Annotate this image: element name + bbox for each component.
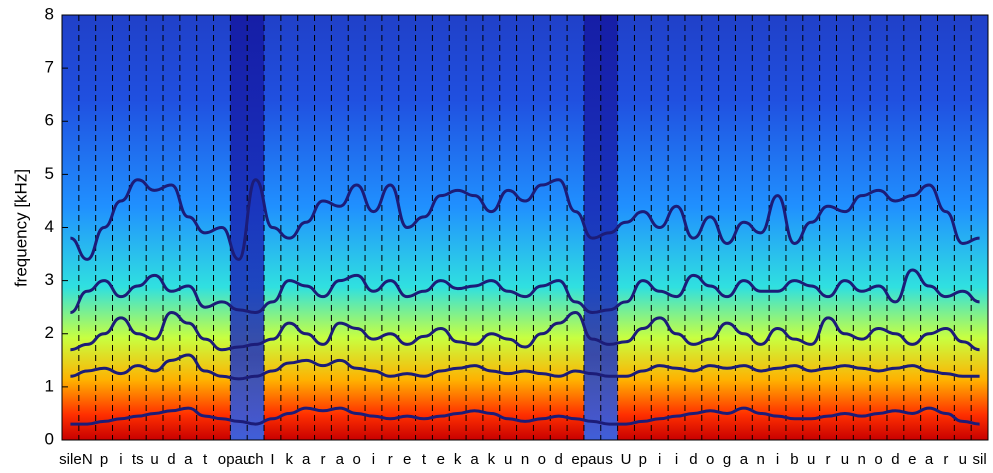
- silence-band: [247, 15, 265, 440]
- y-tick-label: 7: [45, 58, 54, 77]
- x-tick-label: t: [422, 451, 427, 468]
- x-tick-label: o: [352, 451, 360, 468]
- silence-band: [600, 15, 618, 440]
- y-tick-label: 1: [45, 376, 54, 395]
- x-tick-label: sil: [972, 451, 986, 468]
- x-tick-label: n: [858, 451, 866, 468]
- x-tick-label: d: [167, 451, 175, 468]
- x-tick-label: u: [841, 451, 849, 468]
- x-tick-label: e: [571, 451, 579, 468]
- x-tick-label: k: [454, 451, 462, 468]
- x-tick-label: o: [706, 451, 714, 468]
- y-axis-label: frequency [kHz]: [11, 169, 30, 287]
- formant-line: [69, 268, 980, 315]
- x-tick-label: u: [959, 451, 967, 468]
- x-tick-label: U: [621, 451, 632, 468]
- y-tick-label: 3: [45, 270, 54, 289]
- x-tick-label: I: [270, 451, 274, 468]
- y-tick-label: 2: [45, 323, 54, 342]
- x-tick-label: d: [555, 451, 563, 468]
- x-tick-label: i: [658, 451, 661, 468]
- x-tick-label: u: [504, 451, 512, 468]
- x-tick-label: r: [943, 451, 948, 468]
- x-tick-label: pau: [580, 451, 605, 468]
- x-tick-label: g: [723, 451, 731, 468]
- y-tick-label: 0: [45, 429, 54, 448]
- x-tick-label: a: [184, 451, 193, 468]
- silence-band: [583, 15, 601, 440]
- x-tick-label: u: [807, 451, 815, 468]
- silence-band: [230, 15, 248, 440]
- x-tick-label: n: [521, 451, 529, 468]
- x-tick-label: e: [437, 451, 445, 468]
- x-tick-label: i: [776, 451, 779, 468]
- formant-line: [70, 353, 980, 381]
- x-tick-label: b: [790, 451, 798, 468]
- x-tick-label: u: [150, 451, 158, 468]
- y-tick-label: 6: [45, 111, 54, 130]
- x-tick-label: d: [689, 451, 697, 468]
- x-tick-label: d: [891, 451, 899, 468]
- x-tick-label: o: [538, 451, 546, 468]
- y-tick-label: 8: [45, 4, 54, 23]
- x-tick-label: ch: [248, 451, 264, 468]
- x-tick-label: e: [403, 451, 411, 468]
- y-tick-label: 4: [45, 217, 54, 236]
- x-tick-label: i: [675, 451, 678, 468]
- x-tick-label: pau: [226, 451, 251, 468]
- x-tick-label: a: [302, 451, 311, 468]
- x-tick-label: a: [740, 451, 749, 468]
- x-tick-label: N: [82, 451, 93, 468]
- x-tick-label: n: [757, 451, 765, 468]
- x-tick-label: t: [203, 451, 208, 468]
- formant-line: [69, 178, 980, 261]
- x-tick-label: i: [372, 451, 375, 468]
- formant-line: [70, 406, 980, 426]
- x-tick-label: k: [488, 451, 496, 468]
- x-tick-label: r: [320, 451, 325, 468]
- x-tick-label: s: [605, 451, 613, 468]
- spectrogram-background: [62, 15, 988, 440]
- x-tick-label: p: [100, 451, 108, 468]
- x-tick-label: o: [874, 451, 882, 468]
- x-tick-label: e: [908, 451, 916, 468]
- y-tick-label: 5: [45, 164, 54, 183]
- x-tick-label: a: [470, 451, 479, 468]
- x-tick-label: p: [639, 451, 647, 468]
- formant-line: [70, 310, 980, 352]
- x-tick-label: ts: [132, 451, 144, 468]
- x-tick-label: r: [826, 451, 831, 468]
- x-tick-label: sile: [59, 451, 82, 468]
- x-tick-label: a: [925, 451, 934, 468]
- x-tick-label: k: [286, 451, 294, 468]
- x-tick-label: o: [218, 451, 226, 468]
- x-tick-label: r: [388, 451, 393, 468]
- x-tick-label: a: [336, 451, 345, 468]
- x-tick-label: i: [119, 451, 122, 468]
